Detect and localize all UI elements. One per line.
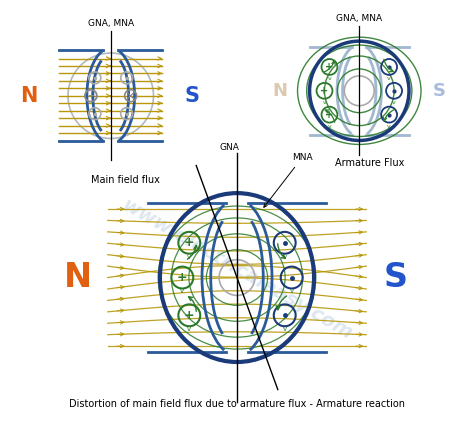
Text: v: v: [328, 124, 331, 128]
Text: S: S: [432, 82, 445, 100]
Text: GNA, MNA: GNA, MNA: [336, 14, 383, 23]
Text: v: v: [387, 76, 391, 81]
Text: +: +: [177, 271, 188, 284]
Text: +: +: [325, 109, 334, 120]
Text: GNA: GNA: [219, 144, 239, 152]
Text: N: N: [64, 261, 92, 294]
Text: +: +: [184, 236, 195, 249]
Text: v: v: [323, 100, 327, 105]
Text: GNA, MNA: GNA, MNA: [88, 19, 134, 28]
Text: +: +: [184, 309, 195, 322]
Text: +: +: [87, 91, 94, 100]
Text: v: v: [187, 326, 191, 332]
Text: v: v: [283, 326, 287, 332]
Text: v: v: [392, 100, 396, 105]
Text: v: v: [180, 288, 184, 294]
Text: v: v: [387, 124, 391, 128]
Text: v: v: [290, 288, 294, 294]
Text: +: +: [320, 86, 328, 96]
Text: S: S: [185, 86, 200, 106]
Text: S: S: [384, 261, 408, 294]
Text: +: +: [325, 62, 334, 72]
Text: MNA: MNA: [264, 153, 312, 207]
Text: www.electricaleasy.com: www.electricaleasy.com: [118, 196, 356, 344]
Text: Distortion of main field flux due to armature flux - Armature reaction: Distortion of main field flux due to arm…: [69, 399, 405, 409]
Text: Armature Flux: Armature Flux: [335, 158, 404, 168]
Text: v: v: [328, 76, 331, 81]
Text: v: v: [187, 254, 191, 260]
Text: v: v: [283, 254, 287, 260]
Text: N: N: [272, 82, 287, 100]
Text: Main field flux: Main field flux: [91, 175, 160, 185]
Text: N: N: [20, 86, 38, 106]
